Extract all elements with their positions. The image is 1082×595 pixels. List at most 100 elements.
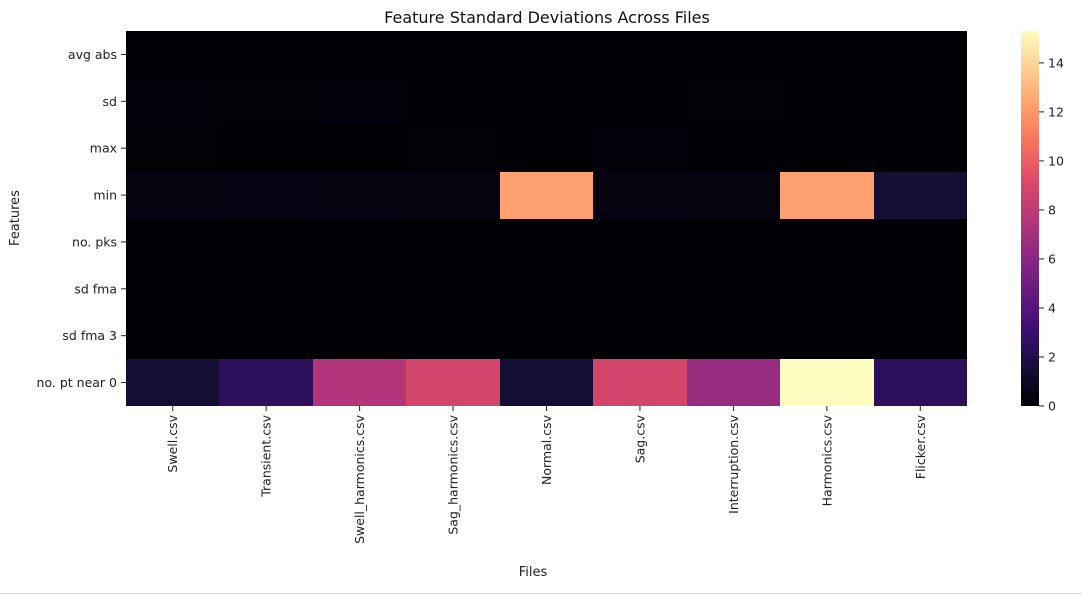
heatmap-cell (500, 359, 593, 406)
heatmap-cell (593, 359, 687, 406)
heatmap-cell (687, 265, 780, 312)
heatmap-cell (593, 31, 687, 78)
heatmap-cell (593, 172, 687, 219)
heatmap-cell (780, 31, 874, 78)
y-tick-label: sd (103, 94, 117, 109)
heatmap-cell (406, 125, 500, 172)
x-tick-label: Harmonics.csv (819, 414, 834, 506)
x-tick-label: Sag.csv (632, 414, 647, 463)
heatmap-cell (126, 125, 219, 172)
heatmap-cell (219, 359, 313, 406)
bottom-divider (0, 593, 1082, 594)
heatmap-cell (219, 312, 313, 359)
heatmap-cell (500, 219, 593, 265)
heatmap-cell (593, 312, 687, 359)
heatmap-cell (780, 172, 874, 219)
heatmap-cell (313, 78, 406, 125)
heatmap-cell (219, 31, 313, 78)
heatmap-cell (593, 78, 687, 125)
colorbar-tick-label: 4 (1048, 300, 1056, 315)
heatmap-cell (406, 312, 500, 359)
chart-title: Feature Standard Deviations Across Files (384, 8, 710, 27)
y-tick-label: min (93, 188, 117, 203)
heatmap-cell (687, 312, 780, 359)
heatmap-cell (593, 265, 687, 312)
heatmap-cell (500, 78, 593, 125)
heatmap-cell (687, 78, 780, 125)
heatmap-cells (126, 31, 967, 406)
colorbar-ticks: 0 2 4 6 8 10 12 14 (1039, 55, 1064, 414)
x-tick-label: Transient.csv (259, 414, 274, 497)
y-tick-label: sd fma (74, 281, 117, 296)
heatmap-cell (126, 312, 219, 359)
y-tick-label: no. pt near 0 (37, 375, 117, 390)
x-tick-label: Swell.csv (165, 414, 180, 472)
heatmap-cell (406, 265, 500, 312)
heatmap-cell (687, 172, 780, 219)
heatmap-cell (593, 219, 687, 265)
heatmap-cell (687, 31, 780, 78)
heatmap-cell (406, 78, 500, 125)
y-tick-label: no. pks (72, 234, 117, 249)
heatmap-cell (126, 265, 219, 312)
colorbar-tick-label: 8 (1048, 202, 1056, 217)
y-tick-labels: avg abs sd max min no. pks sd fma sd fma 3 no. … (37, 47, 126, 390)
x-tick-label: Flicker.csv (913, 414, 928, 479)
y-tick-label: max (90, 141, 117, 156)
heatmap-cell (780, 125, 874, 172)
colorbar-tick-label: 6 (1048, 251, 1056, 266)
heatmap-cell (219, 78, 313, 125)
heatmap-cell (406, 31, 500, 78)
heatmap-cell (687, 219, 780, 265)
heatmap-cell (780, 219, 874, 265)
heatmap-cell (126, 78, 219, 125)
y-tick-label: avg abs (68, 47, 117, 62)
x-tick-labels: Swell.csv Transient.csv Swell_harmonics.cs… (165, 406, 928, 544)
heatmap-cell (126, 172, 219, 219)
heatmap-cell (500, 265, 593, 312)
heatmap-cell (874, 31, 967, 78)
heatmap-cell (874, 172, 967, 219)
heatmap-cell (406, 219, 500, 265)
heatmap-cell (406, 172, 500, 219)
colorbar-tick-label: 2 (1048, 349, 1056, 364)
heatmap-cell (219, 265, 313, 312)
x-tick-label: Sag_harmonics.csv (446, 414, 461, 534)
heatmap-cell (874, 219, 967, 265)
heatmap-cell (500, 31, 593, 78)
heatmap-cell (126, 219, 219, 265)
y-axis-label: Features (8, 190, 23, 246)
heatmap-cell (780, 265, 874, 312)
heatmap-cell (687, 125, 780, 172)
heatmap-cell (874, 312, 967, 359)
x-tick-label: Interruption.csv (726, 414, 741, 513)
heatmap-cell (219, 125, 313, 172)
colorbar (1021, 31, 1039, 406)
x-tick-label: Swell_harmonics.csv (352, 414, 367, 544)
heatmap-cell (313, 172, 406, 219)
heatmap-cell (874, 78, 967, 125)
colorbar-tick-label: 12 (1048, 104, 1064, 119)
heatmap-cell (313, 265, 406, 312)
heatmap-cell (687, 359, 780, 406)
heatmap-cell (219, 219, 313, 265)
heatmap-cell (500, 312, 593, 359)
heatmap-cell (593, 125, 687, 172)
colorbar-tick-label: 10 (1048, 153, 1064, 168)
heatmap-cell (780, 312, 874, 359)
heatmap-cell (126, 31, 219, 78)
heatmap-cell (874, 125, 967, 172)
colorbar-tick-label: 14 (1048, 55, 1064, 70)
heatmap-cell (500, 172, 593, 219)
heatmap-cell (500, 125, 593, 172)
heatmap-cell (874, 359, 967, 406)
y-tick-label: sd fma 3 (62, 328, 117, 343)
colorbar-tick-label: 0 (1048, 399, 1056, 414)
heatmap-cell (313, 31, 406, 78)
heatmap-cell (874, 265, 967, 312)
heatmap-cell (780, 78, 874, 125)
heatmap-cell (406, 359, 500, 406)
heatmap-cell (780, 359, 874, 406)
heatmap-cell (313, 125, 406, 172)
